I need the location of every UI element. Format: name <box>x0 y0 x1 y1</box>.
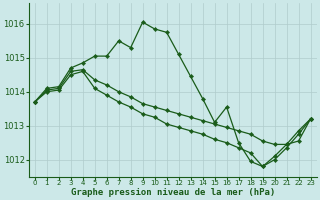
X-axis label: Graphe pression niveau de la mer (hPa): Graphe pression niveau de la mer (hPa) <box>70 188 275 197</box>
